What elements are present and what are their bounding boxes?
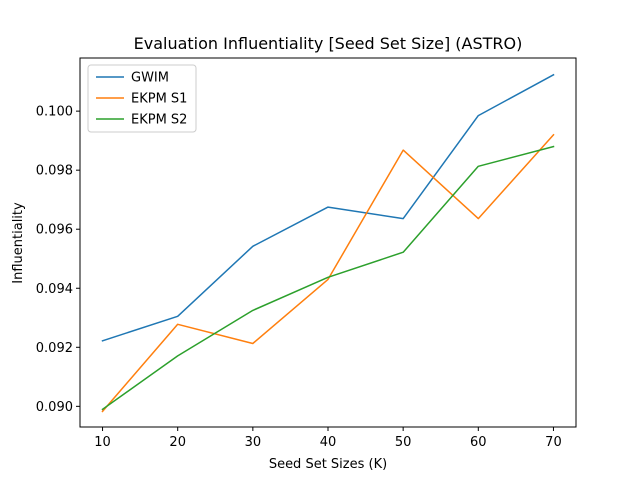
y-tick-label: 0.094 bbox=[36, 282, 73, 297]
y-axis-label: Influentiality bbox=[11, 202, 26, 284]
y-tick-label: 0.096 bbox=[36, 223, 73, 238]
legend: GWIM EKPM S1 EKPM S2 bbox=[87, 64, 197, 133]
x-tick-label: 40 bbox=[320, 435, 337, 450]
series-line-ekpm-s1 bbox=[101, 133, 555, 413]
y-tick-label: 0.098 bbox=[36, 164, 73, 179]
legend-label: EKPM S1 bbox=[131, 92, 187, 107]
x-tick-label: 70 bbox=[545, 435, 562, 450]
y-axis: 0.090 0.092 0.094 0.096 0.098 0.100 bbox=[36, 105, 80, 415]
legend-label: GWIM bbox=[131, 71, 169, 86]
y-tick-label: 0.100 bbox=[36, 105, 73, 120]
x-tick-label: 60 bbox=[470, 435, 487, 450]
legend-box bbox=[87, 64, 197, 133]
y-tick-label: 0.090 bbox=[36, 400, 73, 415]
x-tick-label: 50 bbox=[395, 435, 412, 450]
x-axis: 10 20 30 40 50 60 70 bbox=[94, 427, 562, 450]
x-tick-label: 30 bbox=[245, 435, 262, 450]
series-line-ekpm-s2 bbox=[101, 145, 555, 411]
legend-label: EKPM S2 bbox=[131, 113, 187, 128]
x-axis-label: Seed Set Sizes (K) bbox=[269, 457, 387, 472]
x-tick-label: 10 bbox=[94, 435, 111, 450]
y-tick-label: 0.092 bbox=[36, 341, 73, 356]
chart-title: Evaluation Influentiality [Seed Set Size… bbox=[134, 34, 523, 53]
x-tick-label: 20 bbox=[169, 435, 186, 450]
plot-area bbox=[101, 73, 555, 413]
